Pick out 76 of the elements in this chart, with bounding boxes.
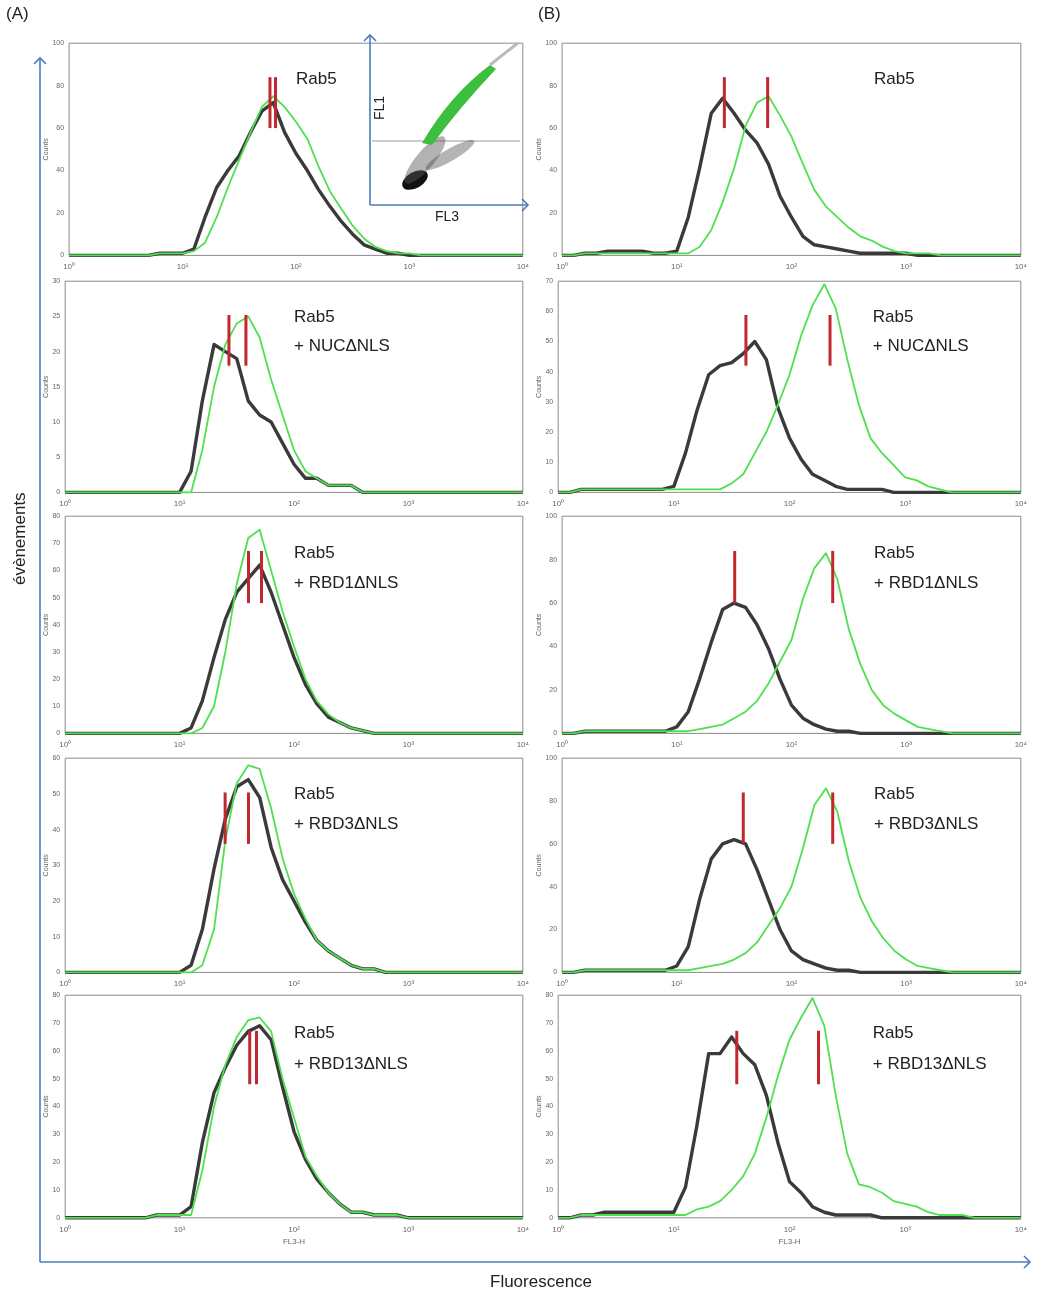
- x-tick-label: 10³: [402, 1224, 415, 1234]
- x-tick-label: 10²: [290, 262, 303, 272]
- x-tick-label: 10¹: [670, 740, 683, 750]
- annotation: + RBD1ΔNLS: [294, 573, 399, 593]
- x-tick-label: 10³: [403, 262, 416, 272]
- x-tick-label: 10⁰: [59, 740, 72, 750]
- x-tick-label: 10²: [785, 740, 798, 750]
- x-tick-label: 10³: [900, 740, 913, 750]
- text: (A): [6, 4, 29, 24]
- annotation: + RBD1ΔNLS: [874, 573, 979, 593]
- annotation: Rab5: [874, 68, 915, 88]
- x-tick-label: 10⁴: [516, 1224, 530, 1234]
- annotation: + RBD13ΔNLS: [872, 1053, 987, 1073]
- x-tick-label: 10¹: [670, 979, 683, 989]
- x-tick-label: 10²: [783, 1224, 796, 1234]
- annotation: + RBD3ΔNLS: [874, 814, 979, 834]
- x-tick-label: 10²: [785, 262, 798, 272]
- x-tick-label: 10¹: [173, 1224, 186, 1234]
- x-tick-label: 10³: [899, 499, 912, 509]
- annotation: Rab5: [872, 306, 914, 326]
- x-tick-label: 10²: [288, 740, 301, 750]
- x-tick-label: 10⁰: [59, 1224, 72, 1234]
- annotation: Rab5: [294, 306, 335, 326]
- x-tick-label: 10⁴: [1014, 979, 1028, 989]
- x-tick-label: 10³: [402, 979, 415, 989]
- x-tick-label: 10⁴: [1014, 262, 1028, 272]
- x-tick-label: 10²: [785, 979, 798, 989]
- annotation: + NUCΔNLS: [872, 336, 969, 356]
- text: (B): [538, 4, 561, 24]
- text: FL1: [371, 95, 387, 120]
- x-tick-label: 10⁰: [552, 499, 565, 509]
- x-tick-label: 10²: [783, 499, 796, 509]
- x-tick-label: 10¹: [668, 499, 680, 509]
- x-tick-label: 10¹: [670, 262, 683, 272]
- annotation: Rab5: [874, 784, 915, 804]
- annotation: Rab5: [294, 542, 335, 562]
- annotation: + NUCΔNLS: [294, 336, 390, 356]
- annotation: Rab5: [294, 1022, 335, 1042]
- x-tick-label: 10¹: [668, 1224, 680, 1234]
- x-tick-label: 10¹: [173, 499, 186, 509]
- x-tick-label: 10³: [900, 262, 913, 272]
- annotation: Rab5: [295, 68, 337, 88]
- text: Fluorescence: [490, 1272, 593, 1292]
- x-tick-label: 10⁰: [552, 1224, 565, 1234]
- x-tick-label: 10⁴: [1014, 740, 1028, 750]
- annotation: Rab5: [294, 784, 335, 804]
- annotation: + RBD3ΔNLS: [294, 814, 399, 834]
- x-tick-label: 10⁰: [556, 979, 569, 989]
- x-tick-label: 10⁴: [1014, 1224, 1028, 1234]
- x-tick-label: 10³: [402, 740, 415, 750]
- x-tick-label: 10⁴: [516, 740, 530, 750]
- text: évènements: [10, 492, 30, 585]
- x-tick-label: 10²: [288, 1224, 301, 1234]
- x-tick-label: 10⁰: [63, 262, 76, 272]
- x-tick-label: 10¹: [176, 262, 189, 272]
- annotation: + RBD13ΔNLS: [294, 1053, 408, 1073]
- x-tick-label: 10⁴: [1014, 499, 1028, 509]
- annotation: Rab5: [872, 1022, 914, 1042]
- x-tick-label: 10⁴: [516, 499, 530, 509]
- x-tick-label: 10⁰: [556, 740, 569, 750]
- x-tick-label: 10⁰: [59, 979, 72, 989]
- x-tick-label: 10¹: [173, 740, 186, 750]
- x-tick-label: 10³: [402, 499, 415, 509]
- x-axis-title: FL3-H: [282, 1237, 306, 1247]
- x-tick-label: 10⁴: [516, 262, 530, 272]
- x-tick-label: 10²: [288, 979, 301, 989]
- x-tick-label: 10⁴: [516, 979, 530, 989]
- x-tick-label: 10⁰: [556, 262, 569, 272]
- annotation: Rab5: [874, 542, 915, 562]
- x-tick-label: 10¹: [173, 979, 186, 989]
- x-tick-label: 10³: [900, 979, 913, 989]
- text: FL3: [435, 208, 460, 224]
- x-tick-label: 10⁰: [59, 499, 72, 509]
- x-tick-label: 10²: [288, 499, 301, 509]
- x-axis-title: FL3-H: [778, 1237, 801, 1247]
- x-tick-label: 10³: [899, 1224, 912, 1234]
